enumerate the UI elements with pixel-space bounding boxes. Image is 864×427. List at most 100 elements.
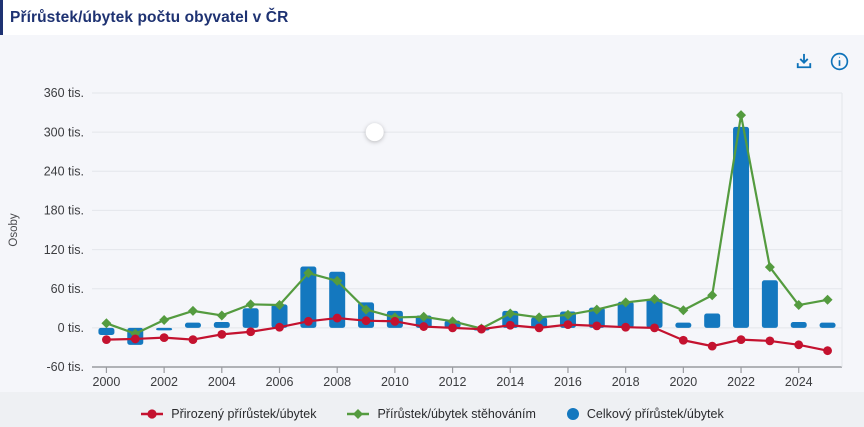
circle-marker[interactable] [505, 320, 515, 330]
diamond-marker[interactable] [274, 300, 285, 311]
circle-marker[interactable] [621, 322, 631, 332]
diamond-marker[interactable] [245, 299, 256, 310]
x-tick-label: 2000 [93, 375, 121, 389]
circle-marker[interactable] [448, 323, 457, 333]
legend-marker-line-diamond-icon [347, 409, 370, 419]
circle-marker[interactable] [534, 323, 544, 333]
diamond-marker[interactable] [216, 310, 227, 321]
diamond-marker[interactable] [159, 315, 170, 326]
circle-marker[interactable] [332, 313, 342, 323]
circle-marker[interactable] [130, 334, 140, 344]
diamond-marker[interactable] [101, 318, 112, 329]
diamond-marker[interactable] [505, 308, 516, 319]
line-series-migration [101, 110, 833, 339]
circle-marker[interactable] [823, 346, 832, 356]
diamond-marker[interactable] [736, 110, 747, 121]
bar[interactable] [733, 126, 750, 328]
diamond-marker[interactable] [562, 309, 573, 320]
circle-marker[interactable] [303, 316, 313, 326]
diamond-marker[interactable] [303, 268, 314, 279]
x-axis: 2000 2002 2004 2006 2008 2010 2012 2014 2016 2018… [93, 367, 813, 389]
x-tick-label: 2024 [785, 375, 813, 389]
legend-label-migration: Přírůstek/úbytek stěhováním [377, 407, 536, 421]
circle-marker[interactable] [592, 321, 602, 331]
diamond-marker[interactable] [793, 300, 804, 311]
download-icon [796, 53, 812, 69]
circle-marker[interactable] [102, 335, 111, 344]
y-tick-label: 300 tis. [44, 125, 84, 139]
bar[interactable] [646, 299, 663, 328]
circle-marker[interactable] [678, 335, 688, 345]
y-tick-label: 60 tis. [51, 282, 84, 296]
bar[interactable] [675, 322, 692, 328]
diamond-marker[interactable] [418, 311, 429, 322]
circle-marker[interactable] [361, 316, 371, 326]
circle-marker[interactable] [563, 320, 573, 329]
x-tick-label: 2008 [323, 375, 351, 389]
bar[interactable] [761, 280, 778, 328]
diamond-marker[interactable] [707, 290, 718, 301]
x-tick-label: 2018 [612, 375, 640, 389]
x-tick-label: 2020 [669, 375, 697, 389]
bar[interactable] [213, 321, 230, 328]
y-tick-label: 360 tis. [44, 86, 84, 100]
diamond-marker[interactable] [822, 294, 833, 305]
circle-marker[interactable] [650, 323, 659, 333]
grid: 360 tis. 300 tis. 240 tis. 180 tis. 120 tis.… [44, 86, 843, 374]
diamond-marker[interactable] [534, 312, 545, 323]
circle-marker[interactable] [765, 336, 775, 346]
diamond-marker[interactable] [447, 316, 458, 327]
circle-marker[interactable] [736, 335, 746, 344]
y-tick-label: 180 tis. [44, 204, 84, 218]
circle-marker[interactable] [217, 329, 227, 339]
x-tick-label: 2012 [439, 375, 467, 389]
migration-line [105, 114, 829, 335]
circle-marker[interactable] [275, 322, 284, 332]
chart-toolbar [793, 50, 850, 72]
chart-legend: Přirozený přírůstek/úbytek Přírůstek/úby… [0, 401, 864, 427]
diamond-marker[interactable] [591, 304, 602, 315]
diamond-marker[interactable] [649, 294, 660, 305]
diamond-marker[interactable] [332, 275, 343, 286]
x-tick-label: 2014 [496, 375, 524, 389]
bar[interactable] [184, 322, 201, 328]
bar[interactable] [271, 304, 288, 328]
info-button[interactable] [828, 50, 850, 72]
legend-item-migration[interactable]: Přírůstek/úbytek stěhováním [346, 407, 536, 421]
highlight-dot[interactable] [365, 123, 384, 142]
bar[interactable] [156, 327, 173, 331]
diamond-marker[interactable] [678, 305, 689, 316]
circle-marker[interactable] [188, 335, 198, 344]
y-tick-label: -60 tis. [46, 360, 84, 374]
bar[interactable] [242, 308, 259, 328]
x-tick-label: 2010 [381, 375, 409, 389]
circle-marker[interactable] [477, 324, 486, 334]
circle-marker[interactable] [246, 327, 256, 337]
legend-item-natural[interactable]: Přirozený přírůstek/úbytek [140, 407, 316, 421]
diamond-marker[interactable] [620, 297, 631, 308]
bar[interactable] [300, 266, 317, 328]
y-axis-title: Osoby [8, 213, 20, 246]
bar[interactable] [588, 307, 605, 328]
x-tick-label: 2004 [208, 375, 236, 389]
circle-marker[interactable] [159, 333, 169, 343]
download-button[interactable] [793, 50, 815, 72]
circle-marker[interactable] [794, 340, 804, 350]
y-tick-label: 120 tis. [44, 243, 84, 257]
diamond-marker[interactable] [764, 262, 775, 273]
circle-marker[interactable] [707, 341, 717, 351]
bar[interactable] [98, 327, 115, 336]
bar[interactable] [704, 313, 721, 328]
circle-marker[interactable] [419, 322, 429, 331]
bar[interactable] [790, 321, 807, 328]
bar[interactable] [531, 317, 548, 328]
diamond-marker[interactable] [361, 304, 372, 315]
bar[interactable] [819, 322, 836, 328]
diamond-marker[interactable] [187, 305, 198, 316]
y-tick-label: 0 tis. [58, 321, 84, 335]
bar[interactable] [617, 301, 634, 328]
legend-item-total[interactable]: Celkový přírůstek/úbytek [566, 407, 724, 421]
circle-marker[interactable] [390, 316, 400, 326]
natural-line [105, 316, 829, 352]
